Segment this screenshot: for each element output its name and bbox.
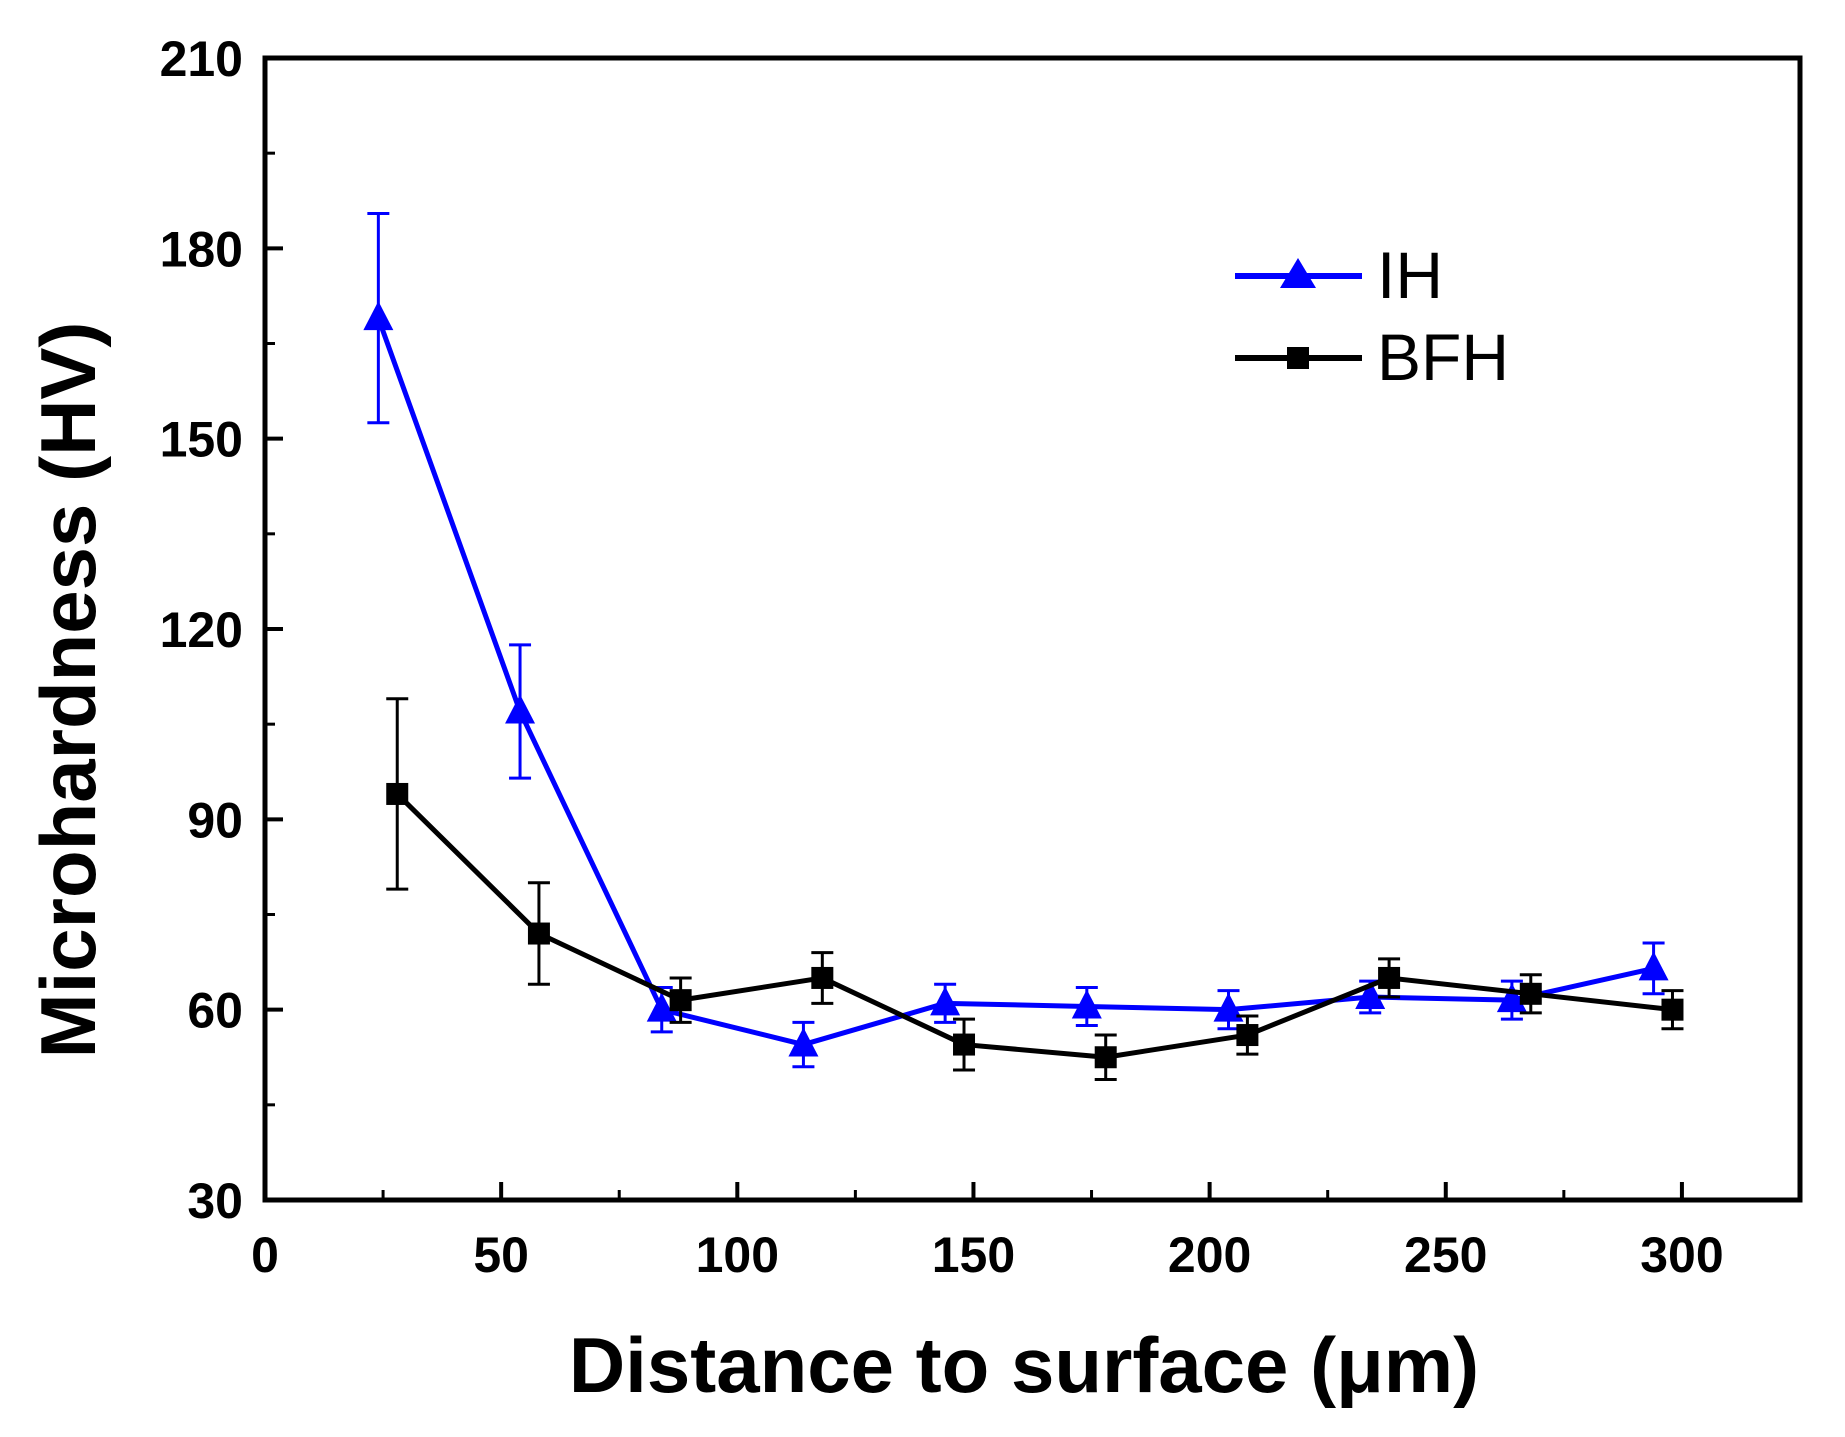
y-axis-title: Microhardness (HV): [24, 322, 112, 1059]
data-point-bfh: [811, 966, 834, 989]
x-tick-label: 250: [1404, 1227, 1487, 1283]
x-tick-label: 300: [1640, 1227, 1723, 1283]
legend-label-ih: IH: [1377, 238, 1443, 312]
legend-marker-ih: [1280, 258, 1316, 288]
x-tick-label: 50: [473, 1227, 529, 1283]
x-axis-title: Distance to surface (μm): [569, 1321, 1479, 1409]
x-tick-label: 150: [932, 1227, 1015, 1283]
data-point-ih: [1496, 983, 1527, 1013]
series-line-bfh: [395, 792, 1673, 1060]
series-ih: [363, 211, 1669, 1069]
legend-label-bfh: BFH: [1377, 320, 1509, 394]
data-point-bfh: [1519, 982, 1542, 1005]
series-layer: [363, 211, 1684, 1081]
data-point-ih: [1355, 979, 1386, 1009]
data-point-ih: [788, 1027, 819, 1057]
x-tick-label: 0: [251, 1227, 279, 1283]
data-point-ih: [930, 986, 961, 1016]
data-point-bfh: [1661, 998, 1684, 1021]
y-tick-label: 120: [160, 602, 243, 658]
data-point-bfh: [669, 989, 692, 1012]
x-axis-ticks: 0 50 100 150 200 250 300: [251, 1182, 1724, 1283]
y-axis-ticks: 30 60 90 120 150 180 210: [160, 31, 283, 1229]
data-point-bfh: [1378, 966, 1401, 989]
x-tick-label: 100: [696, 1227, 779, 1283]
series-bfh: [386, 697, 1684, 1081]
data-point-ih: [646, 992, 677, 1022]
data-point-ih: [1071, 989, 1102, 1019]
data-point-bfh: [527, 922, 550, 945]
data-point-bfh: [1094, 1046, 1117, 1069]
y-tick-label: 90: [187, 792, 243, 848]
x-tick-label: 200: [1168, 1227, 1251, 1283]
y-tick-label: 30: [187, 1173, 243, 1229]
y-tick-label: 60: [187, 983, 243, 1039]
data-point-ih: [1213, 992, 1244, 1022]
legend-marker-bfh: [1287, 347, 1309, 369]
y-tick-label: 150: [160, 412, 243, 468]
series-line-ih: [376, 317, 1655, 1048]
data-point-bfh: [953, 1033, 976, 1056]
data-point-bfh: [386, 782, 409, 805]
y-tick-label: 210: [160, 31, 243, 87]
legend: IH BFH: [1235, 238, 1509, 394]
data-point-ih: [363, 301, 394, 331]
data-point-ih: [505, 694, 536, 724]
data-point-bfh: [1236, 1024, 1259, 1047]
y-tick-label: 180: [160, 221, 243, 277]
data-point-ih: [1638, 951, 1669, 981]
